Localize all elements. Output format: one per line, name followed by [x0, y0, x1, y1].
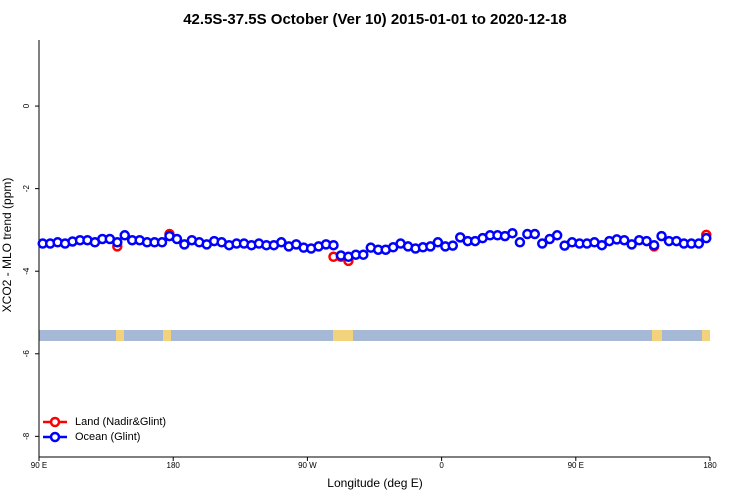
- point: [693, 238, 705, 249]
- chart-title: 42.5S-37.5S October (Ver 10) 2015-01-01 …: [183, 11, 567, 28]
- y-tick-label: 0: [22, 103, 31, 108]
- point: [328, 239, 339, 251]
- point: [179, 239, 190, 250]
- point: [656, 230, 667, 242]
- point: [425, 241, 436, 252]
- x-tick-label: 90 W: [298, 461, 317, 470]
- y-tick-label: -4: [22, 267, 31, 275]
- x-axis-label: Longitude (deg E): [327, 476, 422, 490]
- point: [619, 234, 630, 246]
- y-tick-label: -2: [22, 185, 31, 193]
- point: [537, 238, 548, 249]
- point: [551, 230, 563, 241]
- x-tick-label: 90 E: [568, 461, 584, 470]
- legend-marker: [49, 416, 61, 428]
- y-tick-label: -6: [22, 350, 31, 358]
- legend-marker: [49, 431, 61, 443]
- point: [641, 235, 652, 247]
- point: [432, 237, 444, 248]
- point: [276, 237, 287, 248]
- point: [626, 239, 637, 250]
- x-tick-label: 180: [167, 461, 181, 470]
- x-tick-label: 0: [439, 461, 444, 470]
- point: [507, 227, 518, 239]
- point: [358, 249, 369, 260]
- point: [171, 233, 183, 245]
- y-axis-label: XCO2 - MLO trend (ppm): [0, 178, 14, 313]
- legend-label: Ocean (Glint): [75, 431, 140, 443]
- point: [514, 237, 526, 248]
- x-tick-label: 180: [703, 461, 717, 470]
- legend-label: Land (Nadir&Glint): [75, 416, 166, 428]
- point: [119, 230, 130, 241]
- point: [447, 240, 459, 251]
- point: [112, 237, 123, 248]
- point: [648, 239, 660, 251]
- point: [156, 237, 168, 248]
- point: [701, 232, 712, 244]
- land-mask-strip: [39, 330, 710, 341]
- y-tick-label: -8: [22, 432, 31, 440]
- x-tick-label: 90 E: [31, 461, 47, 470]
- point: [529, 228, 541, 240]
- point: [596, 239, 608, 251]
